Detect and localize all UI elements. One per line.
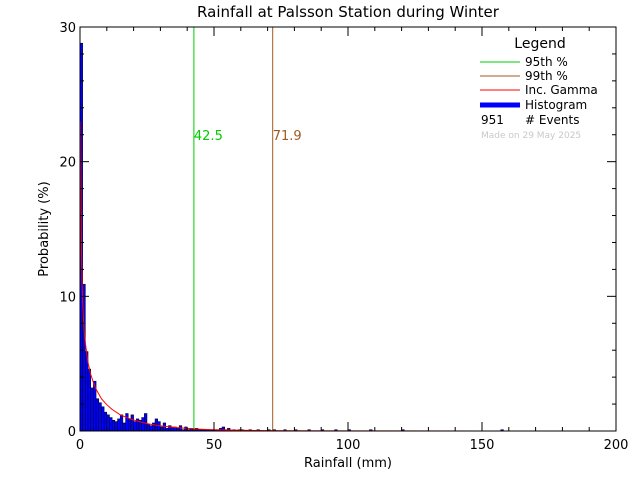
legend-label-histogram: Histogram <box>525 98 587 112</box>
axes: 0 50 100 150 200 0 10 20 30 <box>59 21 628 453</box>
histogram-bar <box>144 413 148 432</box>
histogram-bar <box>125 413 129 432</box>
histogram-bar <box>90 387 94 432</box>
histogram-bar <box>98 402 102 432</box>
histogram-bar <box>127 418 132 432</box>
x-axis-label: Rainfall (mm) <box>304 456 392 471</box>
x-tick-label: 100 <box>336 438 361 453</box>
histogram-bars <box>79 42 504 432</box>
percentile-label-0: 42.5 <box>194 129 223 144</box>
histogram-bar <box>114 421 118 432</box>
histogram-bar <box>111 419 116 432</box>
x-tick-label: 200 <box>604 438 629 453</box>
y-tick-label: 30 <box>59 21 76 36</box>
histogram-bar <box>119 414 124 432</box>
histogram-bar <box>101 406 105 432</box>
x-tick-label: 0 <box>76 438 84 453</box>
events-count: 951 <box>481 113 504 127</box>
histogram-bar <box>109 417 113 432</box>
y-tick-label: 0 <box>68 425 76 440</box>
x-tick-label: 150 <box>470 438 495 453</box>
legend-title: Legend <box>514 36 565 52</box>
histogram-bar <box>149 425 153 432</box>
legend-label-95th: 95th % <box>525 55 568 69</box>
legend-label-99th: 99th % <box>525 69 568 83</box>
legend-label-gamma: Inc. Gamma <box>525 83 598 97</box>
x-tick-label: 50 <box>206 438 223 453</box>
histogram-bar <box>95 398 100 432</box>
percentile-label-1: 71.9 <box>273 129 302 144</box>
histogram-bar <box>117 418 121 432</box>
y-axis-label: Probability (%) <box>37 181 52 276</box>
histogram-bar <box>85 351 89 432</box>
histogram-bar <box>146 424 150 432</box>
histogram-bar <box>162 422 167 432</box>
made-on-note: Made on 29 May 2025 <box>481 131 581 141</box>
events-label: # Events <box>525 113 580 127</box>
y-tick-label: 10 <box>59 290 76 305</box>
gamma-curve-line <box>80 121 616 432</box>
histogram-bar <box>122 422 126 432</box>
histogram-bar <box>87 368 91 432</box>
reference-lines: 42.5 71.9 <box>193 27 302 431</box>
gamma-curve <box>80 121 616 432</box>
histogram-bar <box>141 417 145 432</box>
y-tick-label: 20 <box>59 156 76 171</box>
chart-title: Rainfall at Palsson Station during Winte… <box>197 3 500 21</box>
legend: Legend 95th % 99th % Inc. Gamma Histogra… <box>480 36 598 141</box>
